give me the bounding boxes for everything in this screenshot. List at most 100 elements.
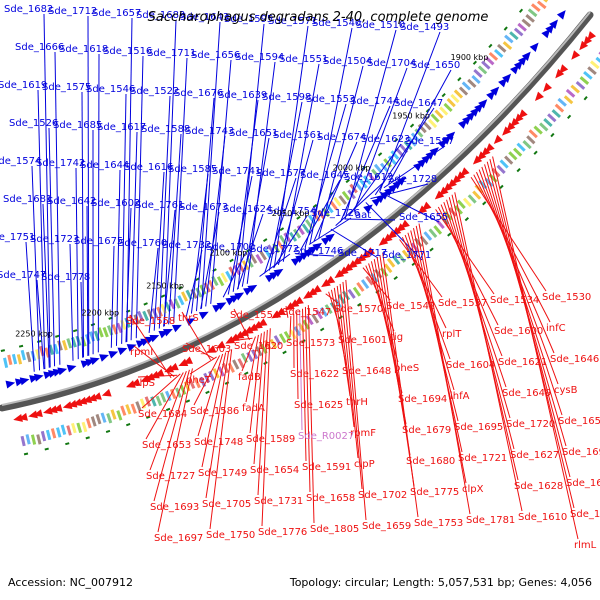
forward-cog-bar — [301, 223, 310, 234]
inner-tick — [205, 390, 210, 395]
reverse-gene-label: Sde_1629 — [570, 509, 600, 520]
forward-feature-arrow — [478, 99, 488, 109]
forward-cog-bar — [446, 98, 456, 108]
reverse-cog-bar — [278, 333, 287, 344]
inner-tick — [125, 422, 131, 427]
forward-feature-arrow — [216, 302, 227, 311]
forward-gene-label: Sde_1726 — [311, 208, 360, 219]
kbp-tick-label: 1950 kbp — [392, 111, 430, 120]
forward-gene-label: Sde_1585 — [168, 164, 217, 175]
forward-leader-line — [54, 51, 61, 365]
reverse-cog-bar — [543, 118, 553, 128]
forward-gene-label: Sde_1771 — [382, 250, 431, 261]
forward-leader-line — [236, 213, 264, 290]
forward-cog-bar — [321, 207, 331, 218]
inner-tick — [567, 114, 572, 120]
reverse-cog-bar — [428, 228, 438, 238]
reverse-gene-label: Sde_1721 — [458, 453, 507, 464]
reverse-cog-bar — [159, 392, 167, 403]
outer-tick — [409, 123, 415, 128]
forward-gene-label: Sde_1595 — [224, 14, 273, 25]
forward-leader-line — [43, 13, 51, 368]
forward-gene-label: Sde_1624 — [223, 204, 272, 215]
reverse-gene-label: Sde_R0027 — [298, 431, 354, 442]
forward-feature-arrow — [502, 73, 512, 84]
reverse-leader-line — [133, 345, 175, 377]
reverse-leader-line — [336, 285, 355, 428]
inner-tick — [165, 407, 171, 412]
outer-tick — [37, 339, 42, 343]
reverse-feature-arrow — [543, 82, 553, 92]
forward-cog-bar — [329, 200, 338, 211]
reverse-feature-arrow — [234, 331, 245, 339]
forward-leader-line — [130, 131, 138, 341]
reverse-feature-arrow — [67, 399, 78, 408]
forward-cog-bar — [493, 48, 504, 58]
forward-cog-bar — [467, 78, 477, 88]
forward-cog-bar — [453, 89, 464, 99]
forward-feature-arrow — [99, 354, 109, 362]
reverse-feature-arrow — [387, 230, 397, 239]
forward-cog-bar — [527, 8, 538, 18]
reverse-feature-arrow — [130, 378, 141, 386]
forward-gene-label: Sde_1747 — [0, 270, 46, 281]
reverse-gene-label: thrS — [178, 313, 199, 324]
outer-tick — [377, 152, 383, 157]
reverse-cog-bar — [496, 164, 506, 175]
forward-gene-label: Sde_1645 — [300, 170, 349, 181]
reverse-gene-label: Sde_1775 — [410, 487, 459, 498]
reverse-gene-label: Sde_1600 — [494, 326, 543, 337]
reverse-feature-arrow — [215, 340, 226, 349]
reverse-feature-arrow — [33, 409, 43, 418]
forward-cog-bar — [216, 276, 225, 287]
forward-gene-label: Sde_1650 — [411, 60, 460, 71]
forward-cog-bar — [517, 22, 527, 32]
forward-leader-line — [227, 175, 253, 295]
reverse-cog-bar — [484, 177, 494, 188]
forward-gene-label: Sde_1683 — [136, 10, 185, 21]
reverse-leader-line — [302, 308, 307, 462]
forward-feature-arrow — [234, 292, 245, 301]
reverse-cog-bar — [391, 255, 401, 265]
forward-leader-line — [313, 141, 358, 242]
forward-leader-line — [282, 63, 320, 262]
reverse-cog-bar — [386, 257, 396, 268]
reverse-cog-bar — [212, 368, 220, 379]
reverse-gene-label: Sde_1805 — [310, 524, 359, 535]
forward-gene-label: Sde_1712 — [48, 6, 97, 17]
inner-tick — [146, 415, 151, 419]
forward-cog-bar — [66, 338, 73, 349]
forward-leader-line — [348, 143, 402, 216]
forward-feature-arrow — [162, 329, 173, 337]
reverse-feature-arrow — [312, 284, 322, 294]
reverse-feature-arrow — [321, 278, 331, 288]
reverse-leader-line — [399, 239, 443, 298]
forward-feature-arrow — [108, 351, 119, 359]
forward-leader-line — [121, 93, 127, 344]
outer-tick — [143, 302, 148, 306]
forward-cog-bar — [53, 343, 59, 355]
reverse-feature-arrow — [383, 233, 393, 243]
reverse-cog-bar — [85, 417, 92, 429]
reverse-cog-bar — [472, 190, 482, 200]
forward-gene-label: Sde_1666 — [15, 42, 64, 53]
forward-cog-bar — [461, 81, 472, 91]
genome-backbone — [0, 11, 594, 412]
reverse-feature-arrow — [460, 167, 470, 177]
forward-feature-arrow — [149, 334, 160, 343]
inner-tick — [357, 302, 362, 307]
reverse-leader-line — [153, 369, 190, 502]
forward-cog-bar — [477, 65, 488, 75]
forward-leader-line — [37, 89, 46, 369]
reverse-leader-line — [289, 315, 292, 338]
forward-feature-arrow — [517, 56, 527, 66]
forward-feature-arrow — [185, 318, 196, 326]
reverse-cog-bar — [203, 372, 211, 384]
reverse-label-leaders — [129, 156, 579, 540]
reverse-gene-label: Sde_1748 — [194, 437, 243, 448]
forward-feature-arrow — [545, 24, 555, 34]
reverse-feature-arrow — [77, 396, 88, 405]
reverse-cog-bar — [462, 197, 472, 207]
reverse-gene-label: Sde_1620 — [234, 341, 283, 352]
forward-cog-bar — [407, 137, 417, 147]
